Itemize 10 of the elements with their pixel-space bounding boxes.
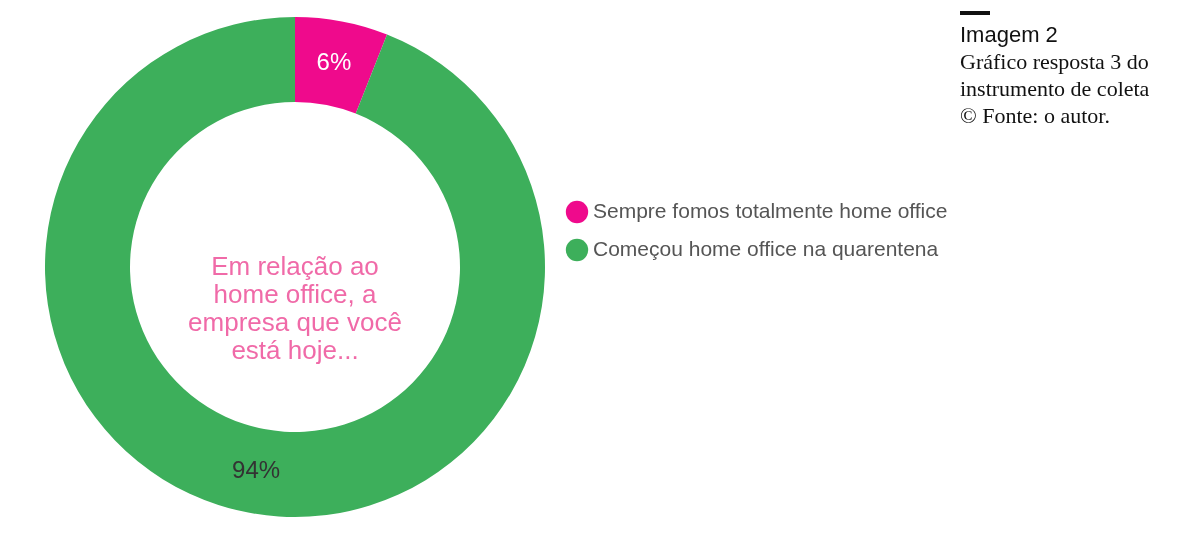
text: Imagem 2 <box>960 22 1058 47</box>
legend-label: Sempre fomos totalmente home office <box>593 199 948 222</box>
legend-label: Começou home office na quarentena <box>593 237 939 260</box>
data-label: 94% <box>232 455 281 483</box>
data-label: 6% <box>316 48 352 76</box>
text: © Fonte: o autor. <box>960 103 1110 128</box>
text: Em relação ao home office, a empresa que você está hoje... <box>188 251 402 365</box>
donut-slice <box>295 17 388 114</box>
donut-slice <box>45 17 545 517</box>
text: Gráfico resposta 3 do instrumento de coleta <box>960 49 1150 101</box>
